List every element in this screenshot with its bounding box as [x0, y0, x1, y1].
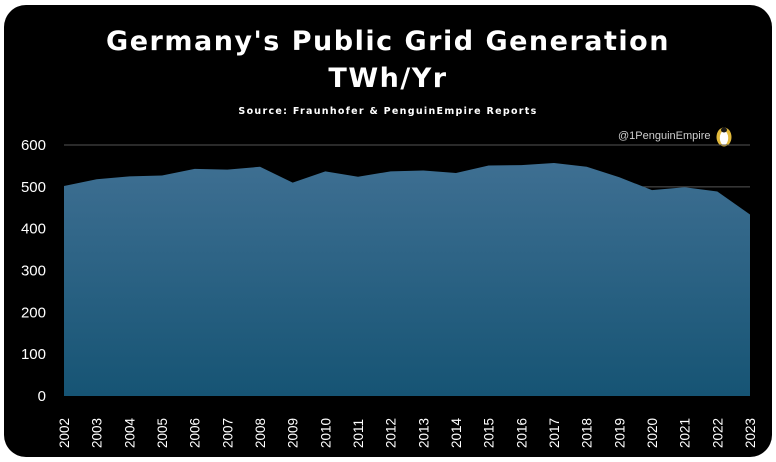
x-tick-label: 2003 — [90, 418, 105, 448]
x-tick-label: 2023 — [743, 418, 758, 448]
x-tick-label: 2022 — [710, 418, 725, 448]
y-tick-label: 100 — [21, 346, 46, 363]
x-tick-label: 2021 — [678, 418, 693, 448]
y-tick-label: 300 — [21, 263, 46, 280]
x-axis: 2002 2003 2004 2005 2006 2007 2008 2009 2010 2011… — [57, 417, 758, 448]
chart-title: Germany's Public Grid Generation — [106, 26, 670, 57]
x-tick-label: 2004 — [122, 417, 137, 448]
x-tick-label: 2020 — [645, 418, 660, 448]
x-tick-label: 2017 — [547, 418, 562, 448]
chart-subtitle: TWh/Yr — [328, 63, 448, 94]
y-tick-label: 600 — [21, 137, 46, 154]
chart-source: Source: Fraunhofer & PenguinEmpire Repor… — [238, 106, 538, 117]
watermark-text: @1PenguinEmpire — [618, 130, 711, 142]
x-tick-label: 2002 — [57, 418, 72, 448]
x-tick-label: 2011 — [351, 419, 366, 448]
x-tick-label: 2009 — [286, 418, 301, 448]
y-axis: 0 100 200 300 400 500 600 — [21, 137, 46, 405]
watermark: @1PenguinEmpire — [618, 126, 733, 147]
x-tick-label: 2013 — [416, 418, 431, 448]
y-tick-label: 500 — [21, 179, 46, 196]
area-series — [64, 162, 750, 396]
x-tick-label: 2010 — [318, 418, 333, 448]
x-tick-label: 2006 — [188, 418, 203, 448]
x-tick-label: 2005 — [155, 418, 170, 448]
x-tick-label: 2018 — [580, 418, 595, 448]
x-tick-label: 2014 — [449, 417, 464, 448]
y-tick-label: 200 — [21, 304, 46, 321]
x-tick-label: 2008 — [253, 418, 268, 448]
x-tick-label: 2012 — [384, 418, 399, 448]
x-tick-label: 2016 — [514, 418, 529, 448]
x-tick-label: 2007 — [220, 418, 235, 448]
y-tick-label: 0 — [38, 388, 46, 405]
penguin-logo-icon — [716, 127, 731, 147]
y-tick-label: 400 — [21, 221, 46, 238]
x-tick-label: 2015 — [482, 418, 497, 448]
x-tick-label: 2019 — [612, 418, 627, 448]
